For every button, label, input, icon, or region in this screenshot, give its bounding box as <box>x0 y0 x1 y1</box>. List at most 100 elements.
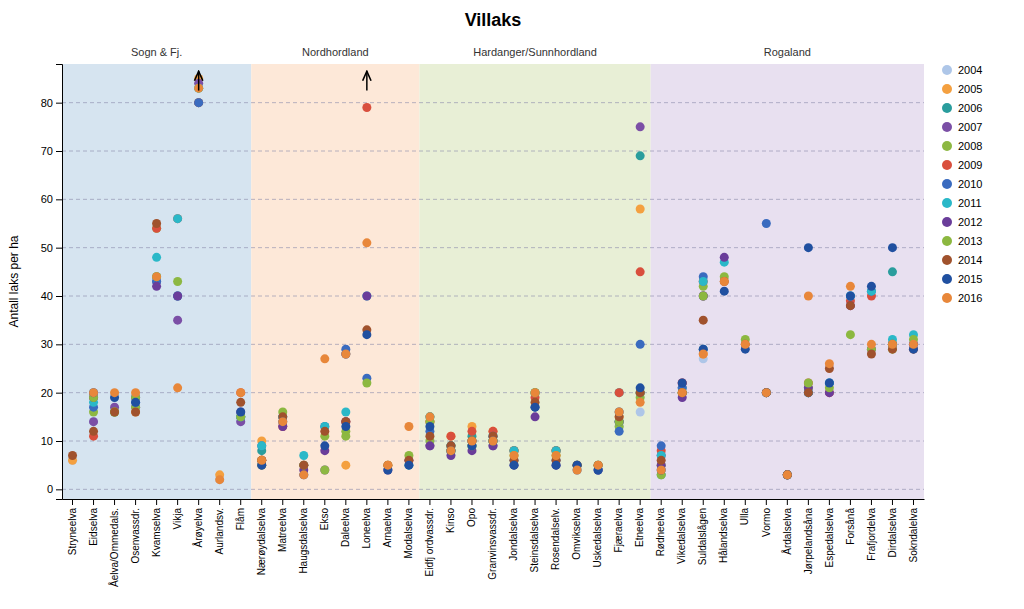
point <box>173 292 182 301</box>
point <box>594 461 603 470</box>
x-tick-mark <box>745 499 746 505</box>
x-tick-label: Ekso <box>319 508 330 531</box>
x-tick-mark <box>661 499 662 505</box>
point <box>257 441 266 450</box>
point <box>299 470 308 479</box>
point <box>131 408 140 417</box>
x-tick: Ulla <box>739 499 750 525</box>
x-tick: Etneelva <box>634 499 645 547</box>
legend-label: 2005 <box>958 83 982 95</box>
y-axis-line <box>56 65 63 500</box>
x-tick: Årøyelva <box>192 499 204 547</box>
point <box>110 408 119 417</box>
x-tick-mark <box>913 499 914 505</box>
x-tick-label: Dirdalselva <box>887 508 898 558</box>
point <box>152 253 161 262</box>
x-tick-mark <box>303 499 304 505</box>
x-tick: Kinso <box>445 499 456 533</box>
series <box>89 243 918 479</box>
point <box>467 437 476 446</box>
point <box>173 277 182 286</box>
legend-label: 2004 <box>958 64 982 76</box>
y-tick-label: 10 <box>41 435 53 447</box>
point <box>299 461 308 470</box>
point <box>888 340 897 349</box>
point <box>278 417 287 426</box>
point <box>552 461 561 470</box>
point <box>531 388 540 397</box>
x-tick-label: Etneelva <box>634 508 645 547</box>
point <box>804 388 813 397</box>
legend-swatch <box>942 274 952 284</box>
x-tick: Eidfj ordvassdr. <box>424 499 435 576</box>
point <box>362 292 371 301</box>
point <box>446 432 455 441</box>
x-tick-label: Kinso <box>445 508 456 533</box>
arrow <box>198 71 200 90</box>
x-tick-label: Ulla <box>739 508 750 526</box>
x-tick-mark <box>703 499 704 505</box>
x-tick-label: Jørpelandsåna <box>803 508 814 575</box>
x-tick-label: Årdalselva <box>781 508 793 555</box>
x-tick-label: Haugsdalselva <box>298 508 309 574</box>
x-tick-mark <box>493 499 494 505</box>
point <box>320 427 329 436</box>
x-tick-mark <box>240 499 241 505</box>
point <box>699 277 708 286</box>
point <box>762 388 771 397</box>
point <box>678 388 687 397</box>
x-tick: Osenvassdr. <box>130 499 141 564</box>
point <box>636 205 645 214</box>
x-tick: Fjæraelva <box>613 499 624 552</box>
x-tick: Rødneelva <box>655 499 666 556</box>
point <box>741 340 750 349</box>
point <box>446 446 455 455</box>
x-tick: Steinsdalselva <box>529 499 540 572</box>
legend-swatch <box>942 179 952 189</box>
point <box>657 441 666 450</box>
point <box>804 379 813 388</box>
point <box>573 466 582 475</box>
y-tick: 10 <box>41 435 62 447</box>
x-tick: Vormo <box>761 499 772 537</box>
x-tick-label: Osenvassdr. <box>130 508 141 564</box>
x-tick-label: Eidfj ordvassdr. <box>424 508 435 576</box>
x-tick: Rosendalselv. <box>550 499 561 570</box>
point <box>89 427 98 436</box>
x-tick-label: Uskedalselva <box>592 508 603 568</box>
y-tick-mark <box>56 248 62 249</box>
point <box>909 340 918 349</box>
point <box>783 470 792 479</box>
point <box>68 451 77 460</box>
legend-label: 2011 <box>958 197 982 209</box>
point <box>278 417 287 426</box>
point <box>173 383 182 392</box>
grid-line <box>62 247 924 248</box>
legend-item: 2013 <box>942 235 982 247</box>
x-tick: Hålandselva <box>718 499 729 563</box>
x-tick-mark <box>535 499 536 505</box>
legend-swatch <box>942 217 952 227</box>
point <box>425 432 434 441</box>
point <box>236 408 245 417</box>
x-tick-label: Stryneelva <box>67 508 78 556</box>
x-tick-mark <box>471 499 472 505</box>
point <box>888 340 897 349</box>
point <box>867 340 876 349</box>
x-tick-mark <box>72 499 73 505</box>
point <box>467 427 476 436</box>
point <box>215 475 224 484</box>
point <box>110 408 119 417</box>
point <box>594 461 603 470</box>
y-tick-mark <box>56 441 62 442</box>
point <box>741 340 750 349</box>
legend-item: 2005 <box>942 83 982 95</box>
point <box>699 277 708 286</box>
point <box>888 340 897 349</box>
legend-swatch <box>942 122 952 132</box>
point <box>678 379 687 388</box>
legend-item: 2015 <box>942 273 982 285</box>
legend-swatch <box>942 255 952 265</box>
point <box>762 388 771 397</box>
point <box>657 466 666 475</box>
